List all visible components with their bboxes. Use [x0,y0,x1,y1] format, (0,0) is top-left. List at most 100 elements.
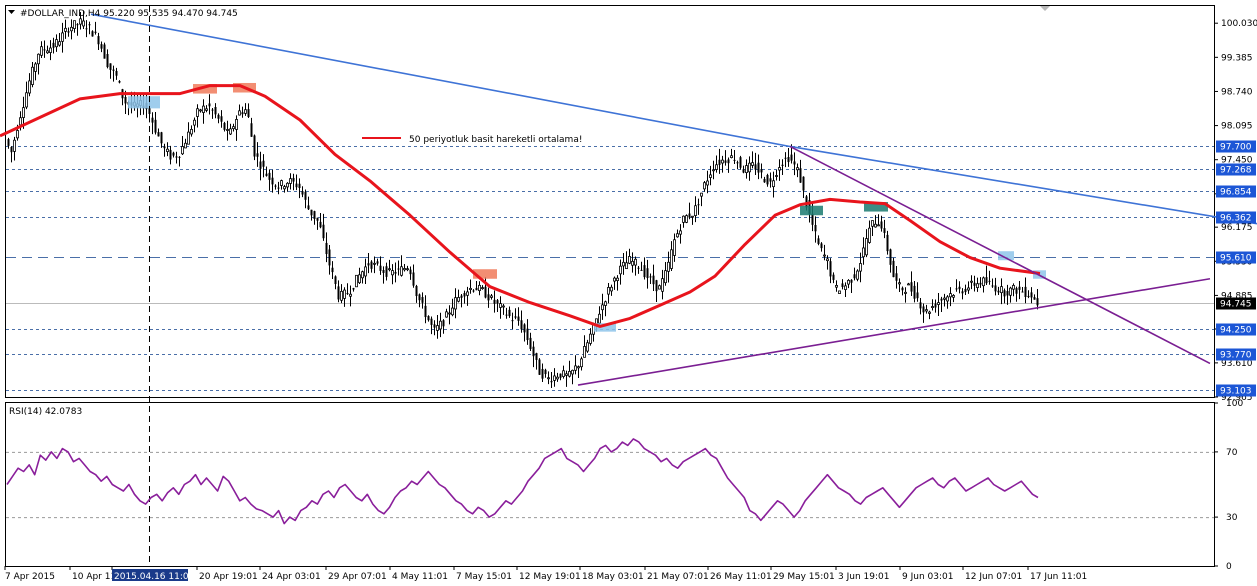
candles-layer [7,10,1039,389]
candle-body-down [463,293,466,297]
candle-body-up [859,263,862,272]
candle-body-up [604,301,607,306]
candle-body-up [700,192,703,197]
candle-body-down [241,112,244,115]
candle-body-up [925,309,928,312]
candle-body-down [169,149,172,160]
price-level-tag [1216,185,1256,198]
candle-body-up [469,287,472,291]
price-level-tag-label: 94.250 [1220,326,1252,336]
candle-body-down [520,320,523,330]
candle-body-down [724,160,727,163]
candle-body-up [502,305,505,308]
marker-box [128,96,160,109]
candle-body-down [889,249,892,265]
price-level-tag [1216,348,1256,361]
candle-body-down [754,164,757,170]
candle-body-down [817,238,820,244]
candle-body-up [199,109,202,112]
candle-body-up [928,311,931,314]
time-tick-label: 12 May 19:01 [519,572,581,582]
candle-body-down [1018,286,1021,290]
candle-body-down [784,157,787,159]
price-level-tag-label: 97.700 [1220,143,1252,153]
candle-body-up [244,109,247,114]
candle-body-down [649,276,652,278]
candle-body-down [814,224,817,232]
current-price-tag-label: 94.745 [1220,300,1252,310]
candle-body-down [496,300,499,304]
candle-body-down [1027,295,1030,297]
candle-body-down [994,285,997,292]
candle-body-down [382,270,385,273]
candle-body-up [772,180,775,188]
candle-body-up [64,27,67,32]
candle-body-up [574,365,577,371]
candle-body-down [526,328,529,340]
candle-body-up [226,129,229,131]
candle-body-down [901,287,904,291]
price-level-tag-label: 93.770 [1220,351,1252,361]
candle-body-up [355,274,358,288]
chevron-down-icon[interactable] [8,10,15,14]
time-tick-label: 26 May 11:01 [710,572,772,582]
candle-body-down [916,292,919,299]
candle-body-up [970,280,973,283]
marker-box [473,269,497,279]
candle-body-up [946,296,949,302]
price-tick-label: 92.965 [1221,393,1253,403]
candle-body-up [457,297,460,302]
rsi-axis: 100 70 30 0 [1214,399,1243,572]
candle-body-down [109,63,112,70]
chevron-down-icon-right[interactable] [1040,6,1050,11]
marker-box [594,323,616,332]
candle-body-up [826,258,829,262]
candle-body-up [205,108,208,111]
candle-body-up [613,277,616,282]
candle-body-up [775,175,778,177]
candle-body-up [286,182,289,188]
candle-body-up [70,26,73,32]
candle-body-up [823,254,826,257]
candle-body-up [628,256,631,264]
price-axis: 100.03099.38598.74098.09597.45096.80596.… [1214,19,1257,403]
candle-body-down [88,24,91,26]
candle-body-down [979,282,982,285]
candle-body-up [562,370,565,377]
candle-body-up [835,285,838,288]
price-tick-label: 98.740 [1221,87,1253,97]
candle-body-down [820,243,823,249]
candle-body-down [295,183,298,188]
candle-body-up [349,293,352,297]
candle-body-down [385,266,388,277]
candle-body-up [40,46,43,56]
candle-body-up [607,287,610,295]
candle-body-up [751,162,754,166]
candle-body-up [862,247,865,258]
candle-body-down [529,337,532,349]
candle-body-down [985,277,988,284]
candle-body-down [112,69,115,71]
candle-body-up [289,178,292,184]
candle-body-down [298,183,301,188]
candle-body-up [577,366,580,369]
candle-body-down [718,159,721,165]
time-tick-label: 24 Apr 03:01 [262,572,321,582]
candle-body-up [967,287,970,291]
candle-body-up [952,295,955,298]
rsi-tick-label: 0 [1226,562,1232,572]
candle-body-down [85,28,88,30]
rsi-tick-label: 70 [1226,448,1238,458]
candle-body-down [961,291,964,294]
candle-body-up [481,287,484,290]
candle-body-up [238,110,241,116]
candle-body-up [232,126,235,130]
candle-body-down [217,114,220,119]
price-level-tag-label: 95.610 [1220,254,1252,264]
candle-body-down [97,36,100,45]
candle-body-up [181,146,184,155]
candle-body-down [913,285,916,299]
candle-body-down [292,177,295,182]
candle-body-up [976,283,979,288]
